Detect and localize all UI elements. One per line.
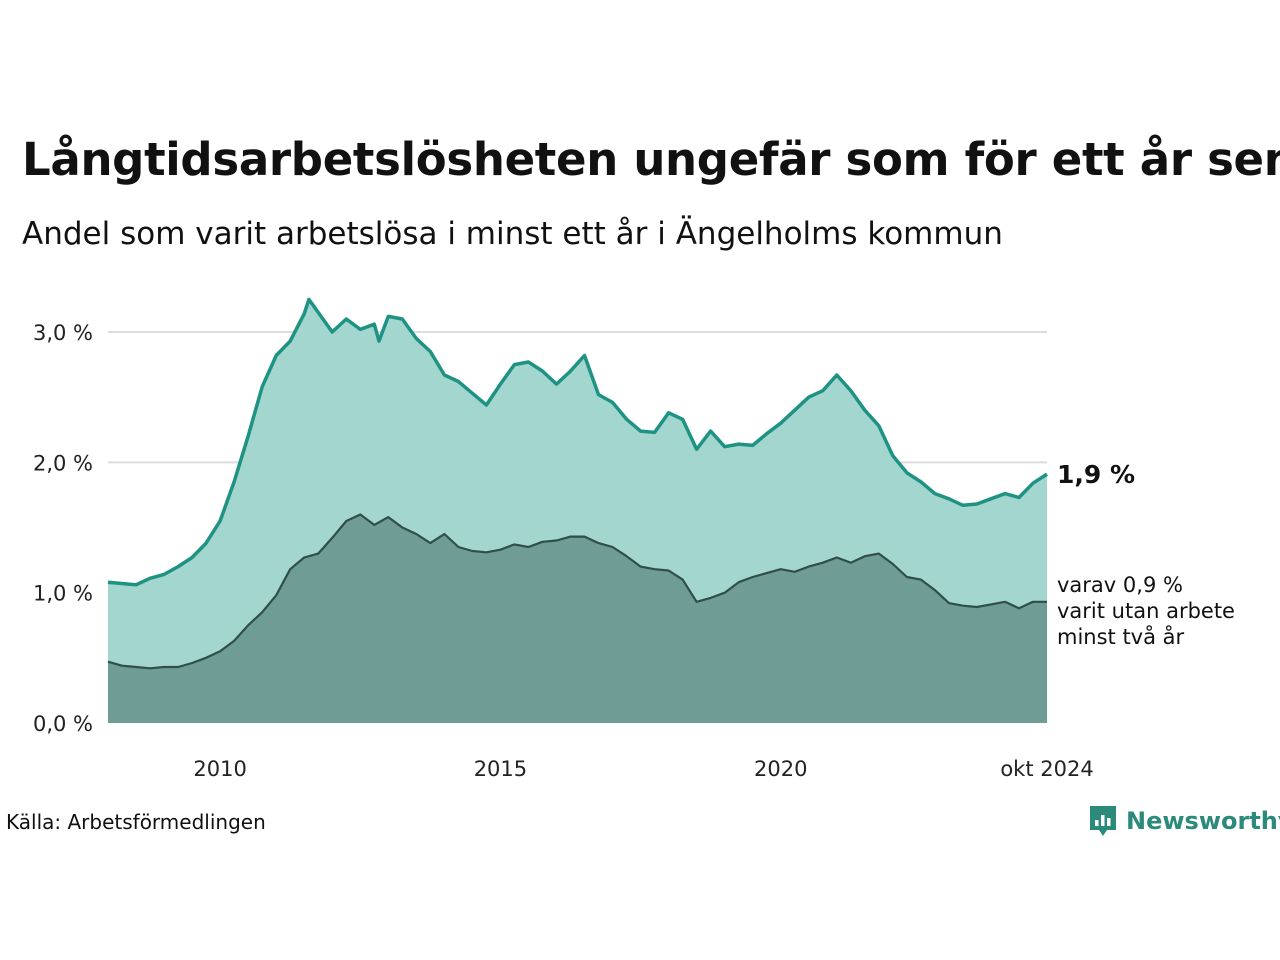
series-line-1 (107, 513, 1047, 670)
chart-areas (107, 297, 1048, 723)
y-tick-label: 3,0 % (33, 321, 93, 345)
series-line-0 (107, 297, 1048, 587)
brand-name: Newsworthy (1126, 807, 1280, 835)
x-tick-label: okt 2024 (1000, 757, 1093, 781)
end-label-two-years-line-2: minst två år (1057, 624, 1185, 649)
y-axis-ticks: 0,0 % 1,0 % 2,0 % 3,0 % (33, 321, 93, 736)
y-tick-label: 2,0 % (33, 451, 93, 475)
x-tick-label: 2020 (754, 757, 807, 781)
chart-title: Långtidsarbetslösheten ungefär som för e… (22, 133, 1280, 186)
bar-chart-speech-bubble-icon (1090, 806, 1116, 836)
x-tick-label: 2015 (474, 757, 527, 781)
x-tick-label: 2010 (193, 757, 246, 781)
chart-subtitle: Andel som varit arbetslösa i minst ett å… (22, 216, 1003, 252)
y-tick-label: 1,0 % (33, 582, 93, 606)
end-label-two-years-line-0: varav 0,9 % (1057, 573, 1183, 597)
brand-logo: Newsworthy (1088, 804, 1280, 838)
end-label-total: 1,9 % (1057, 460, 1135, 489)
x-axis-ticks: 2010 2015 2020 okt 2024 (193, 757, 1093, 781)
source-note: Källa: Arbetsförmedlingen (6, 810, 266, 834)
y-tick-label: 0,0 % (33, 712, 93, 736)
end-label-two-years-line-1: varit utan arbete (1057, 599, 1235, 623)
